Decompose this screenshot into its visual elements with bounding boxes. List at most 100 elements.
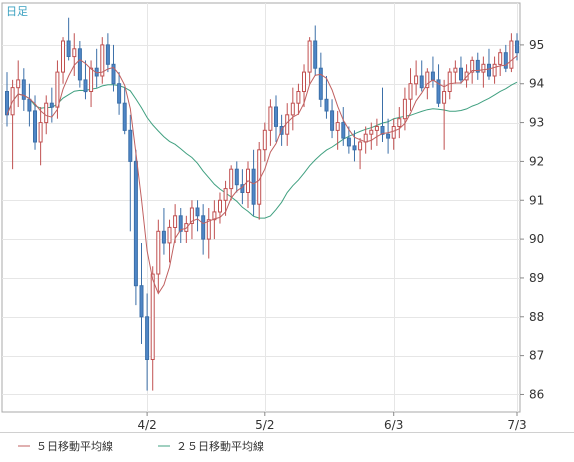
candle bbox=[66, 17, 71, 61]
candle-body bbox=[105, 44, 110, 65]
candle-body bbox=[302, 71, 306, 92]
candle-body bbox=[111, 63, 116, 85]
candle bbox=[117, 72, 122, 115]
candle-body bbox=[442, 91, 447, 104]
candle bbox=[503, 44, 508, 73]
candle-body bbox=[296, 91, 301, 104]
candle bbox=[509, 33, 514, 73]
candle-body bbox=[447, 71, 452, 92]
candle-body bbox=[145, 316, 150, 360]
candle bbox=[234, 161, 239, 193]
candle bbox=[212, 200, 217, 240]
candle bbox=[436, 64, 441, 108]
candle-body bbox=[173, 215, 178, 229]
candle-body bbox=[223, 188, 228, 201]
candle-body bbox=[408, 83, 413, 100]
candle-body bbox=[122, 102, 127, 131]
candle bbox=[133, 149, 138, 306]
candle-body bbox=[380, 126, 385, 135]
y-tick-label: 95 bbox=[529, 38, 544, 52]
candle bbox=[296, 83, 301, 115]
candle bbox=[442, 79, 447, 150]
candle bbox=[307, 37, 312, 84]
candle bbox=[318, 52, 323, 108]
candle bbox=[313, 25, 318, 76]
candle-body bbox=[201, 215, 206, 240]
candle-body bbox=[386, 133, 391, 139]
candle-body bbox=[515, 40, 519, 54]
candle-body bbox=[358, 141, 363, 151]
candle bbox=[128, 114, 133, 232]
candle-body bbox=[128, 129, 133, 162]
candle bbox=[453, 60, 458, 84]
candle-body bbox=[414, 75, 419, 85]
x-tick-label: 7/3 bbox=[507, 418, 526, 432]
candle-body bbox=[234, 168, 239, 186]
candle bbox=[335, 110, 340, 150]
candle-body bbox=[402, 98, 407, 120]
candle-body bbox=[251, 168, 256, 205]
candle-body bbox=[55, 71, 60, 108]
ma5-line bbox=[6, 55, 518, 295]
candle bbox=[139, 242, 144, 344]
candle-body bbox=[178, 215, 183, 232]
candle bbox=[173, 204, 178, 243]
candle-body bbox=[89, 67, 94, 92]
candle-body bbox=[481, 63, 486, 73]
candle-body bbox=[487, 63, 491, 77]
candle-body bbox=[453, 67, 458, 73]
candle-body bbox=[66, 40, 71, 57]
candle-body bbox=[335, 122, 340, 131]
candle bbox=[44, 95, 49, 135]
candle bbox=[475, 52, 480, 80]
candle-body bbox=[324, 98, 329, 112]
candle-body bbox=[33, 110, 37, 143]
candle bbox=[419, 60, 424, 92]
candle bbox=[274, 95, 278, 142]
y-tick-label: 94 bbox=[529, 77, 544, 91]
candle bbox=[189, 200, 194, 240]
candle bbox=[167, 219, 172, 263]
candle bbox=[100, 37, 105, 84]
candle bbox=[83, 60, 88, 100]
candle bbox=[386, 118, 391, 154]
candle bbox=[38, 107, 43, 166]
y-tick-label: 90 bbox=[529, 232, 544, 246]
candle bbox=[201, 204, 206, 255]
y-tick-label: 91 bbox=[529, 193, 544, 207]
candle bbox=[358, 138, 363, 170]
candle-body bbox=[459, 67, 463, 81]
candle bbox=[27, 83, 32, 127]
candles bbox=[5, 17, 519, 391]
candle bbox=[262, 122, 267, 162]
candle-body bbox=[44, 102, 49, 124]
grid-lines bbox=[2, 3, 520, 412]
candle-body bbox=[38, 122, 43, 143]
candle-body bbox=[189, 207, 194, 224]
candle-body bbox=[492, 63, 497, 77]
candle-body bbox=[330, 110, 335, 131]
candle-body bbox=[290, 102, 295, 116]
candle bbox=[302, 64, 306, 108]
candle bbox=[195, 200, 200, 232]
candle-body bbox=[229, 168, 234, 190]
candle-body bbox=[346, 137, 351, 147]
candle bbox=[487, 48, 491, 80]
candle-body bbox=[318, 67, 323, 100]
ma5-series bbox=[6, 55, 518, 295]
candle bbox=[346, 126, 351, 154]
candle-body bbox=[475, 59, 480, 73]
candle bbox=[111, 44, 116, 92]
candle bbox=[374, 118, 379, 146]
y-tick-label: 89 bbox=[529, 271, 544, 285]
candle-body bbox=[139, 285, 144, 318]
candle-body bbox=[16, 79, 21, 89]
candle-body bbox=[61, 40, 65, 73]
candle-body bbox=[150, 273, 155, 361]
candle bbox=[369, 122, 374, 150]
candle-body bbox=[419, 75, 424, 89]
y-tick-label: 88 bbox=[529, 310, 544, 324]
candle bbox=[290, 87, 295, 131]
candle-body bbox=[49, 102, 54, 108]
candle bbox=[105, 33, 110, 73]
